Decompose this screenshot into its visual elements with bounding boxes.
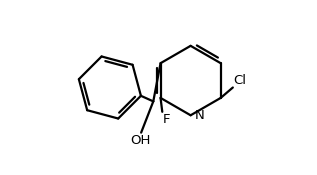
Text: Cl: Cl xyxy=(234,74,247,87)
Text: OH: OH xyxy=(130,134,151,147)
Text: N: N xyxy=(195,109,205,122)
Text: F: F xyxy=(163,113,171,126)
